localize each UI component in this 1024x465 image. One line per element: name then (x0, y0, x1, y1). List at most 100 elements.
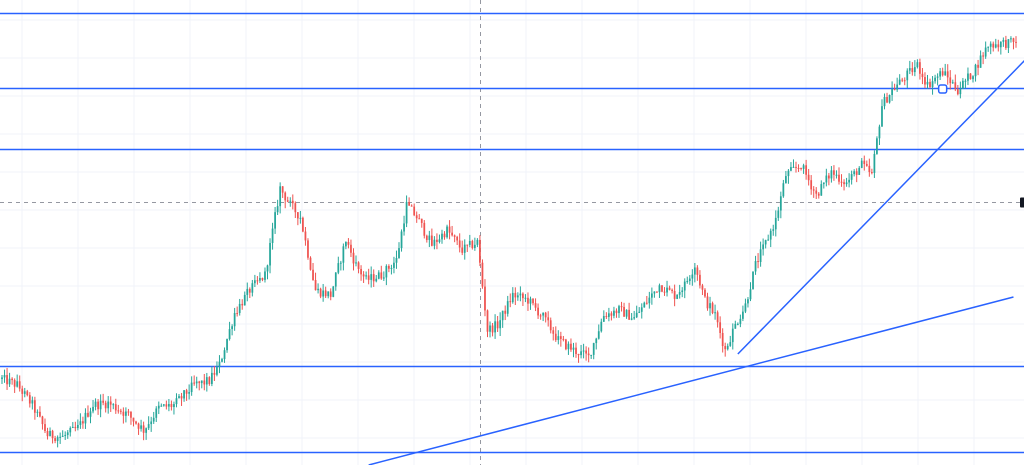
candle (152, 411, 155, 424)
candle (51, 429, 54, 444)
candle (650, 287, 653, 305)
candle-body (742, 311, 744, 319)
candle-body (691, 274, 694, 279)
candle-body (754, 261, 757, 272)
candle-body (16, 381, 19, 387)
candle (76, 419, 79, 431)
candle-body (934, 77, 936, 82)
candle-body (185, 390, 188, 394)
candle-body (666, 287, 668, 293)
candle (676, 294, 679, 300)
candle-body (701, 285, 704, 290)
candle (967, 67, 969, 86)
candle (28, 392, 31, 408)
candle (296, 211, 299, 226)
trend-line[interactable] (737, 46, 1024, 355)
candle (762, 238, 765, 256)
candle-body (529, 298, 532, 304)
candle-body (656, 291, 658, 293)
candle (1002, 37, 1005, 47)
candle-body (248, 288, 251, 293)
candle-body (602, 316, 605, 322)
candle (276, 199, 279, 216)
candle (294, 201, 297, 218)
candle-body (26, 391, 29, 396)
crosshair-price-marker (1020, 197, 1024, 208)
candle (686, 276, 689, 284)
candle (699, 270, 701, 289)
trend-lines[interactable] (368, 46, 1024, 465)
candle-body (279, 186, 282, 207)
candle (122, 407, 125, 424)
candle (870, 168, 873, 175)
candle-body (620, 306, 623, 308)
candle (658, 283, 661, 298)
candle (339, 260, 342, 271)
candle (792, 159, 795, 168)
candle (31, 396, 34, 410)
candle (653, 291, 656, 298)
candle (317, 283, 319, 294)
candle (256, 276, 259, 285)
candle-body (28, 395, 31, 404)
candle-body (547, 317, 550, 321)
candle (747, 297, 749, 308)
candle (888, 94, 891, 104)
candle (216, 361, 218, 377)
markers[interactable] (937, 84, 948, 94)
candle-body (150, 421, 153, 425)
candle-body (145, 428, 148, 433)
candle (223, 347, 226, 363)
candle (84, 408, 87, 429)
candle-body (362, 274, 365, 277)
candle (671, 288, 673, 294)
candle (767, 234, 770, 241)
candle-body (236, 313, 239, 315)
candle-body (1007, 39, 1010, 48)
candle (54, 435, 56, 444)
candle (418, 214, 421, 220)
candle (309, 256, 312, 271)
candle (135, 420, 137, 425)
candle (787, 169, 790, 184)
candle-body (54, 438, 56, 441)
candle (926, 74, 929, 89)
candle (246, 282, 249, 302)
candle-body (853, 171, 856, 175)
candle (486, 309, 489, 338)
candle-body (855, 171, 858, 175)
candle (999, 41, 1002, 55)
candle (516, 292, 519, 301)
candle-body (959, 88, 962, 95)
candle (302, 216, 304, 233)
candle (620, 301, 623, 312)
candle-body (696, 267, 699, 275)
candle-body (79, 421, 82, 425)
candle (334, 272, 337, 291)
candle-body (964, 80, 967, 82)
candle (150, 416, 153, 432)
candle (742, 305, 744, 322)
candle (944, 63, 947, 76)
candle-body (430, 235, 433, 246)
candle (820, 180, 823, 196)
trend-line[interactable] (368, 296, 1014, 465)
candle (327, 291, 330, 299)
candle-body (413, 206, 416, 216)
candle-body (711, 303, 714, 313)
candle (441, 229, 443, 244)
candle (436, 233, 438, 250)
anchor-handle[interactable] (937, 84, 948, 94)
horizontal-levels[interactable] (0, 12, 1024, 454)
candle (764, 239, 767, 249)
candle-body (678, 292, 681, 295)
candle-body (355, 262, 357, 264)
candle (585, 346, 588, 361)
candle-body (805, 165, 808, 175)
candle-body (162, 404, 165, 406)
candle-body (739, 318, 742, 324)
candle (319, 287, 322, 299)
candle (390, 264, 393, 275)
